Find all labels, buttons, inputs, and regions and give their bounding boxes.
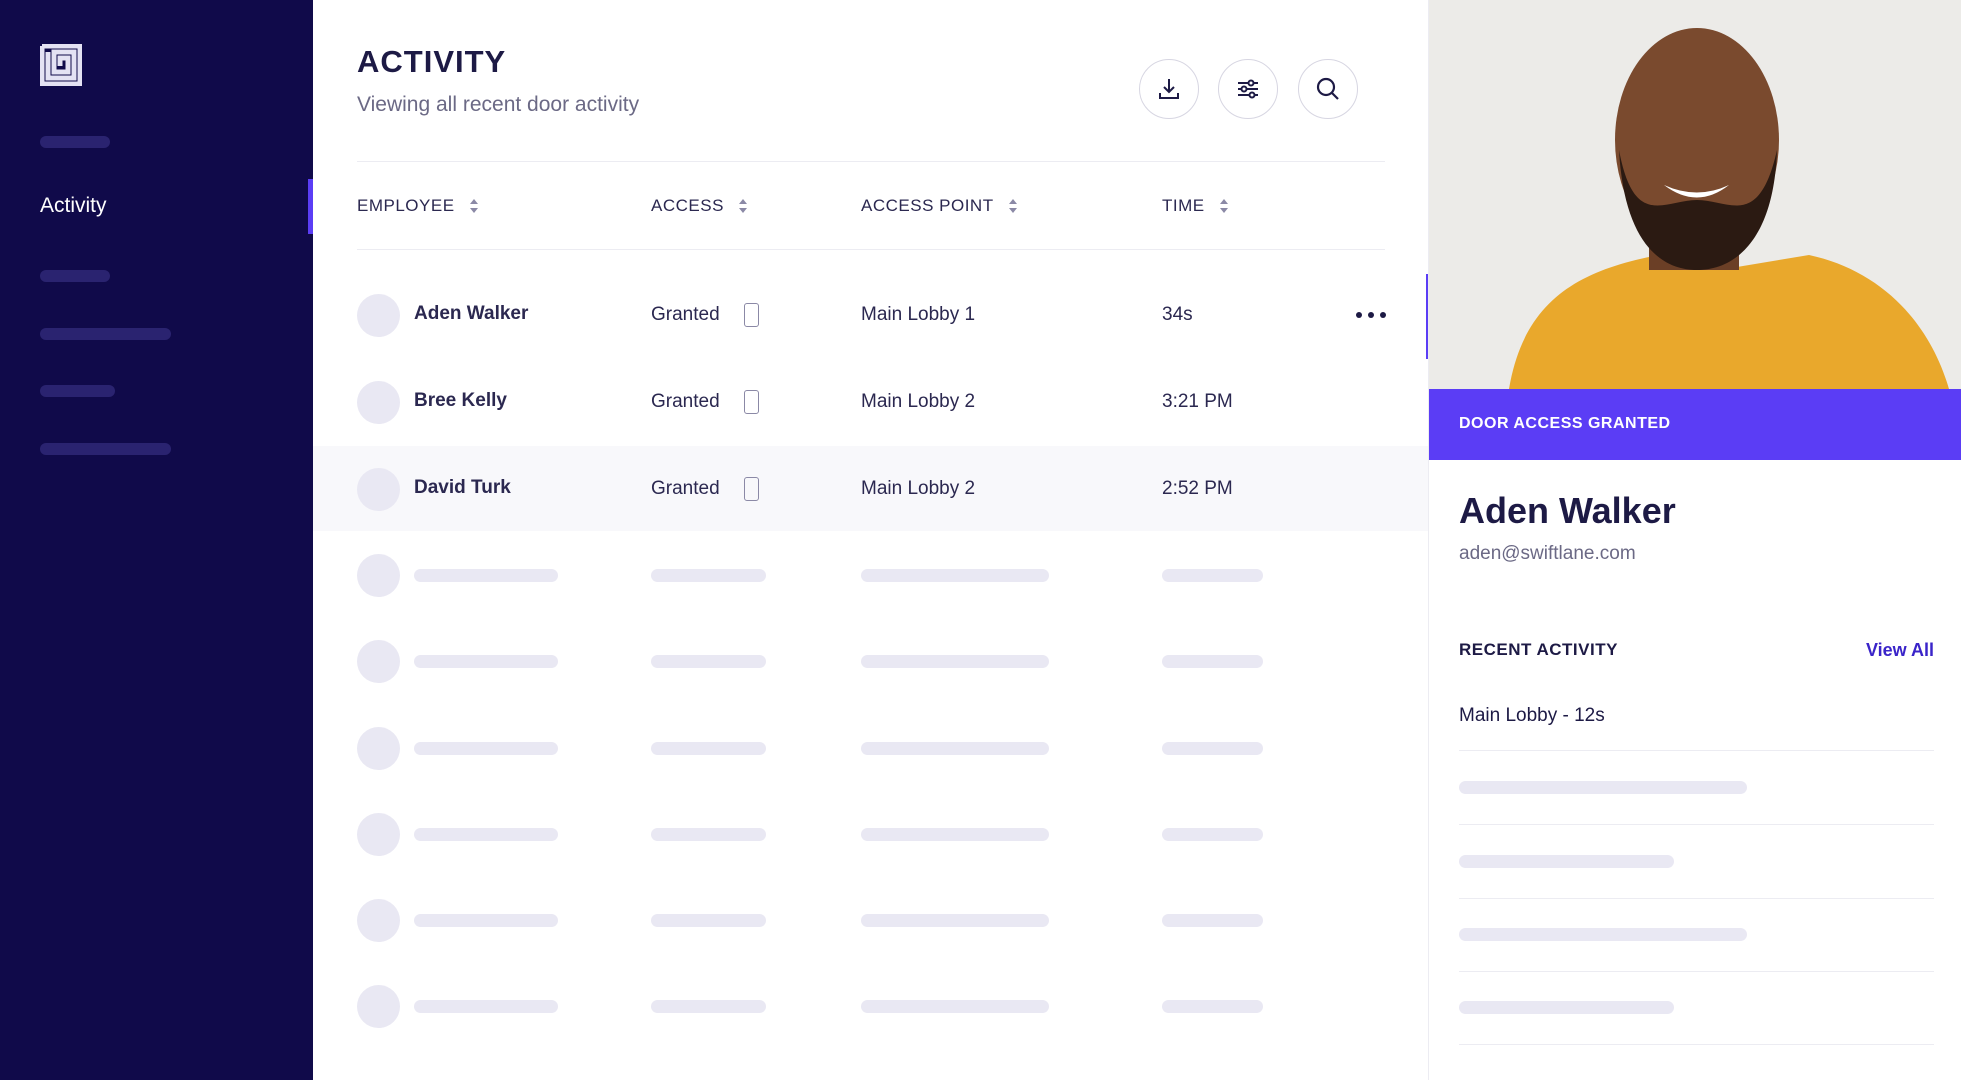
divider <box>1459 750 1934 751</box>
placeholder <box>1162 742 1263 755</box>
divider <box>357 161 1385 162</box>
column-header[interactable]: ACCESS <box>651 196 748 216</box>
placeholder <box>861 1000 1049 1013</box>
column-title: ACCESS <box>651 196 724 215</box>
section-title: RECENT ACTIVITY <box>1459 640 1618 659</box>
placeholder <box>651 828 766 841</box>
column-header[interactable]: ACCESS POINT <box>861 196 1018 216</box>
recent-item: Main Lobby - 12s <box>1459 705 1605 726</box>
profile-photo <box>1429 0 1961 389</box>
search-button[interactable] <box>1298 59 1358 119</box>
placeholder <box>651 655 766 668</box>
time: 34s <box>1162 304 1193 325</box>
divider <box>1459 898 1934 899</box>
placeholder <box>1162 1000 1263 1013</box>
avatar-placeholder <box>357 899 400 942</box>
panel-border <box>1428 0 1429 1080</box>
avatar-placeholder <box>357 640 400 683</box>
placeholder <box>861 914 1049 927</box>
placeholder <box>1459 1001 1674 1014</box>
access-point: Main Lobby 2 <box>861 478 976 499</box>
access-point: Main Lobby 2 <box>861 391 976 412</box>
placeholder <box>861 742 1049 755</box>
sort-icon[interactable] <box>738 198 748 214</box>
view-all-link[interactable]: View All <box>1865 640 1934 660</box>
access-status: Granted <box>651 391 720 412</box>
column-title: ACCESS POINT <box>861 196 994 215</box>
placeholder <box>651 1000 766 1013</box>
placeholder <box>1459 855 1674 868</box>
avatar-placeholder <box>357 985 400 1028</box>
column-header[interactable]: EMPLOYEE <box>357 196 479 216</box>
placeholder <box>1162 914 1263 927</box>
placeholder <box>651 914 766 927</box>
more-menu[interactable] <box>1355 309 1387 321</box>
access-status: Granted <box>651 304 720 325</box>
placeholder <box>414 1000 558 1013</box>
placeholder <box>1162 828 1263 841</box>
placeholder <box>651 742 766 755</box>
placeholder <box>1459 781 1747 794</box>
active-row-indicator <box>1426 274 1429 359</box>
divider <box>1459 971 1934 972</box>
nav-item[interactable]: Activity <box>40 194 107 217</box>
nav-placeholder <box>40 136 110 148</box>
access-status: Granted <box>651 478 720 499</box>
avatar <box>357 294 400 337</box>
row-highlight <box>313 446 1429 531</box>
access-point: Main Lobby 1 <box>861 304 976 325</box>
avatar-placeholder <box>357 554 400 597</box>
avatar <box>357 468 400 511</box>
avatar-placeholder <box>357 813 400 856</box>
status-banner: DOOR ACCESS GRANTED <box>1429 389 1961 460</box>
divider <box>1459 824 1934 825</box>
phone-icon <box>744 390 759 414</box>
nav-placeholder <box>40 385 115 397</box>
placeholder <box>414 569 558 582</box>
divider <box>357 249 1385 250</box>
placeholder <box>414 655 558 668</box>
placeholder <box>861 828 1049 841</box>
employee-name: Aden Walker <box>414 303 529 324</box>
placeholder <box>414 828 558 841</box>
placeholder <box>414 742 558 755</box>
column-header[interactable]: TIME <box>1162 196 1229 216</box>
page-title: ACTIVITY <box>357 44 507 79</box>
sort-icon[interactable] <box>1219 198 1229 214</box>
divider <box>1459 1044 1934 1045</box>
placeholder <box>861 655 1049 668</box>
nav-placeholder <box>40 443 171 455</box>
time: 2:52 PM <box>1162 478 1233 499</box>
sidebar: Activity <box>0 0 313 1080</box>
status-text: DOOR ACCESS GRANTED <box>1459 415 1671 432</box>
phone-icon <box>744 303 759 327</box>
placeholder <box>1162 655 1263 668</box>
employee-name: Bree Kelly <box>414 390 507 411</box>
avatar <box>357 381 400 424</box>
placeholder <box>1162 569 1263 582</box>
download-button[interactable] <box>1139 59 1199 119</box>
nav-placeholder <box>40 328 171 340</box>
logo <box>40 44 82 86</box>
sort-icon[interactable] <box>1008 198 1018 214</box>
placeholder <box>1459 928 1747 941</box>
employee-name: David Turk <box>414 477 511 498</box>
detail-name: Aden Walker <box>1459 490 1676 531</box>
column-title: TIME <box>1162 196 1205 215</box>
detail-email: aden@swiftlane.com <box>1459 543 1636 564</box>
placeholder <box>861 569 1049 582</box>
placeholder <box>414 914 558 927</box>
phone-icon <box>744 477 759 501</box>
nav-placeholder <box>40 270 110 282</box>
placeholder <box>651 569 766 582</box>
avatar-placeholder <box>357 727 400 770</box>
active-indicator <box>308 179 313 234</box>
page-subtitle: Viewing all recent door activity <box>357 93 640 116</box>
sort-icon[interactable] <box>469 198 479 214</box>
filter-button[interactable] <box>1218 59 1278 119</box>
column-title: EMPLOYEE <box>357 196 455 215</box>
time: 3:21 PM <box>1162 391 1233 412</box>
